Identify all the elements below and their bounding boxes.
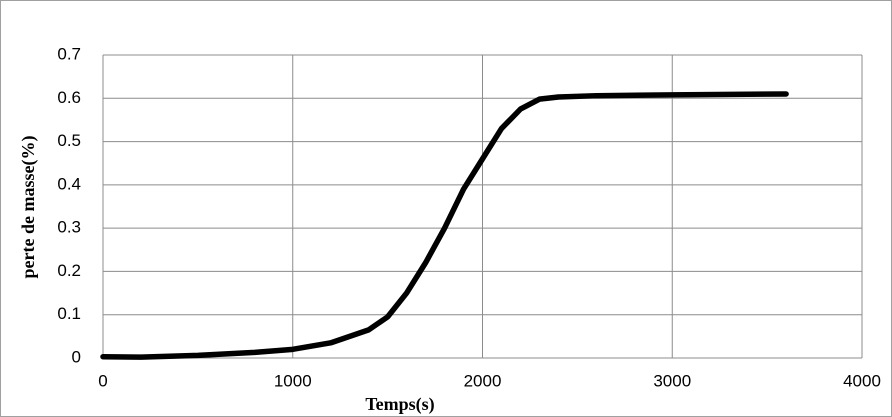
y-tick-label: 0.3 (57, 218, 81, 237)
x-tick-label: 3000 (653, 371, 691, 390)
data-line (100, 91, 789, 360)
y-tick-label: 0.5 (57, 131, 81, 150)
y-axis-title: perte de masse(%) (18, 136, 39, 279)
y-tick-label: 0 (72, 347, 81, 366)
y-tick-label: 0.2 (57, 261, 81, 280)
x-tick-label: 4000 (843, 371, 881, 390)
x-axis-title: Temps(s) (365, 394, 434, 415)
x-tick-label: 1000 (274, 371, 312, 390)
x-tick-label: 0 (98, 371, 107, 390)
y-tick-label: 0.1 (57, 304, 81, 323)
x-tick-label: 2000 (464, 371, 502, 390)
y-tick-label: 0.6 (57, 88, 81, 107)
y-tick-label: 0.7 (57, 44, 81, 63)
y-tick-label: 0.4 (57, 174, 81, 193)
